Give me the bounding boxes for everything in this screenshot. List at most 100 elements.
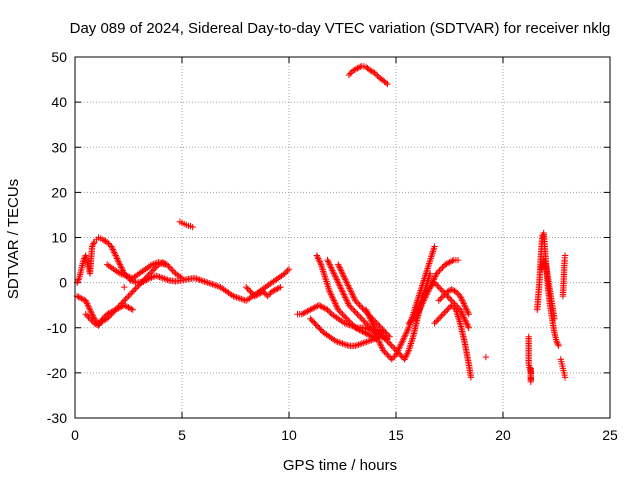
data-point [132, 285, 139, 292]
data-point [254, 291, 261, 298]
data-point [339, 318, 347, 326]
data-point [148, 261, 156, 268]
data-point [275, 284, 283, 292]
x-tick-label: 25 [602, 427, 618, 443]
data-point [118, 270, 125, 278]
data-point [446, 259, 453, 266]
data-point [105, 240, 112, 247]
data-point [159, 274, 166, 282]
data-point [350, 67, 357, 74]
data-point [274, 285, 281, 292]
data-point [454, 289, 461, 297]
data-point [402, 354, 409, 362]
data-point [285, 265, 293, 273]
data-point [357, 314, 364, 321]
data-point [428, 251, 436, 259]
data-point [116, 304, 124, 311]
data-point [363, 308, 370, 315]
series-arc-17h [431, 301, 475, 381]
data-point [438, 286, 445, 294]
data-point [322, 276, 330, 284]
data-point [461, 317, 469, 324]
data-point [111, 250, 119, 258]
data-point [436, 267, 443, 274]
data-point [78, 295, 85, 302]
data-point [129, 306, 136, 313]
data-point [215, 283, 223, 290]
data-point [345, 317, 352, 324]
series-arc-15h [375, 243, 438, 363]
data-point [348, 289, 355, 297]
data-point [191, 274, 199, 282]
data-point [358, 315, 365, 322]
data-point [366, 314, 373, 321]
data-point [317, 302, 324, 310]
data-point [431, 243, 438, 250]
data-point [328, 334, 335, 342]
data-point [109, 308, 117, 315]
data-point [392, 351, 400, 359]
data-point [223, 288, 231, 295]
data-point [358, 340, 365, 347]
y-tick-label: -10 [47, 320, 67, 336]
data-point [461, 315, 468, 322]
data-point [132, 272, 140, 280]
data-point [427, 255, 434, 262]
data-point [298, 311, 306, 318]
data-point [345, 71, 353, 79]
data-point [329, 294, 336, 301]
data-point [106, 309, 114, 316]
y-tick-label: 40 [51, 94, 67, 110]
data-point [278, 272, 285, 280]
data-point [332, 338, 340, 345]
data-point [79, 295, 87, 303]
data-point [449, 286, 457, 294]
data-point [108, 243, 115, 250]
data-point [434, 282, 441, 289]
data-point [368, 68, 375, 75]
data-point [228, 291, 235, 299]
data-point [140, 267, 148, 274]
data-point [369, 336, 377, 343]
data-point [331, 271, 338, 279]
data-point [116, 270, 124, 277]
data-point [238, 295, 245, 303]
data-point [327, 262, 334, 270]
data-point [383, 330, 390, 337]
data-point [553, 338, 560, 345]
data-point [352, 65, 360, 73]
data-point [222, 287, 229, 294]
data-point [88, 309, 95, 316]
y-tick-label: 50 [51, 49, 67, 65]
data-point [382, 350, 390, 357]
data-point [335, 280, 343, 288]
data-point [103, 261, 111, 268]
data-point [400, 335, 408, 342]
data-point [457, 292, 464, 300]
data-point [363, 330, 370, 337]
data-point [397, 341, 405, 348]
data-point [415, 308, 423, 315]
data-point [312, 303, 320, 310]
data-point [271, 277, 279, 284]
data-point [463, 320, 470, 327]
data-point [434, 268, 442, 276]
data-point [437, 314, 444, 321]
data-point [360, 339, 367, 347]
data-point [320, 269, 327, 277]
data-point [82, 297, 89, 304]
data-point [551, 315, 558, 322]
data-point [310, 304, 317, 312]
data-point [431, 320, 438, 327]
data-point [464, 323, 472, 330]
data-point [169, 267, 176, 274]
data-point [381, 335, 388, 342]
data-point [275, 274, 282, 282]
data-point [261, 289, 268, 297]
data-point [356, 301, 363, 309]
data-point [435, 315, 442, 322]
data-point [367, 67, 374, 74]
y-tick-label: 10 [51, 230, 67, 246]
data-point [369, 320, 376, 327]
data-point [407, 340, 415, 347]
